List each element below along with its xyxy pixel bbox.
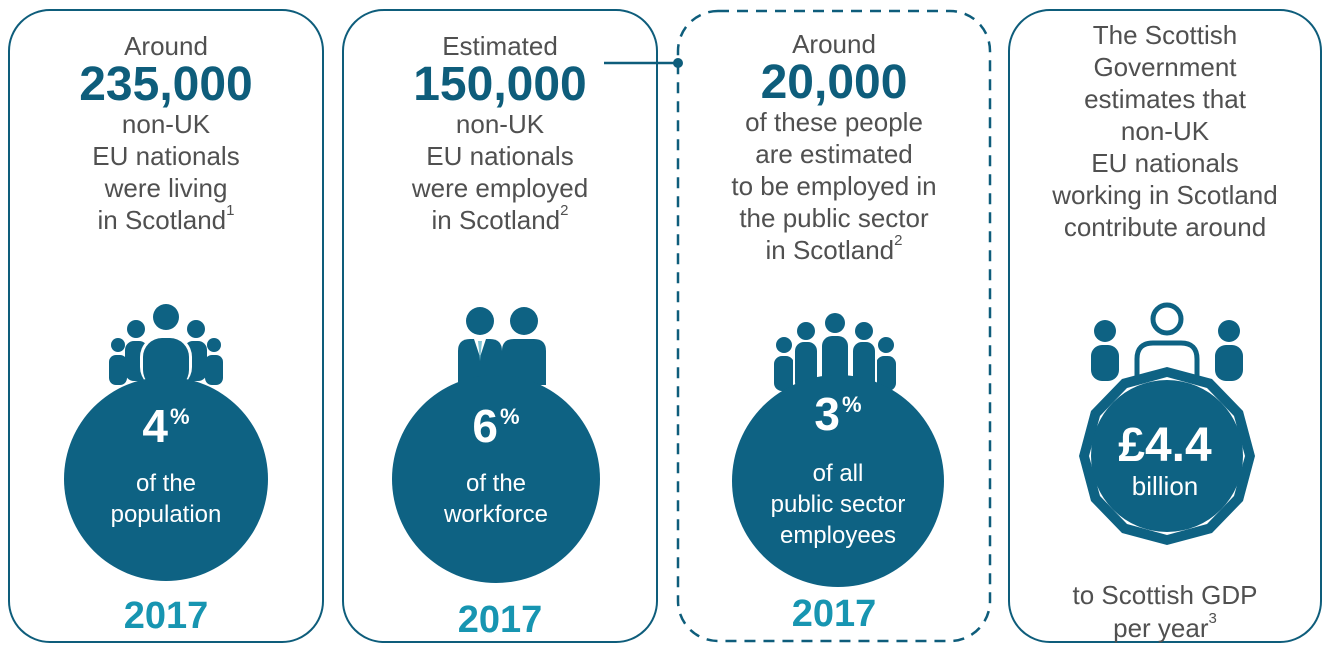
gdp-stat: £4.4 billion xyxy=(1010,419,1320,502)
description-line: the public sector xyxy=(739,203,929,233)
description-line: working in Scotland xyxy=(1052,180,1278,210)
workers-icon xyxy=(458,307,546,385)
card-header: The Scottish Government estimates that n… xyxy=(1010,19,1320,243)
intro-text: Around xyxy=(792,29,876,59)
description-line: to be employed in xyxy=(731,171,937,201)
description-line: are estimated xyxy=(755,139,913,169)
stat-label: of the xyxy=(135,470,197,497)
headline-figure: 235,000 xyxy=(79,58,253,111)
description-line: were living xyxy=(104,173,228,203)
note-line: per year3 xyxy=(1113,610,1217,643)
description-line: in Scotland2 xyxy=(431,202,569,235)
footnote-marker: 3 xyxy=(1208,610,1217,628)
stat-value: 4% xyxy=(142,400,190,452)
dashed-card-border xyxy=(676,9,992,643)
year-label: 2017 xyxy=(791,593,877,635)
year-label: 2017 xyxy=(123,595,209,637)
note-line: to Scottish GDP xyxy=(1072,580,1258,610)
description-line: estimates that xyxy=(1084,84,1246,114)
stat-circle: 3% of all public sector employees xyxy=(732,375,944,587)
headline-figure: 150,000 xyxy=(413,58,587,111)
card-eu-nationals-employed: Estimated 150,000 non-UK EU nationals we… xyxy=(342,9,658,643)
card-eu-nationals-living: Around 235,000 non-UK EU nationals were … xyxy=(8,9,324,643)
stat-value: £4.4 xyxy=(1118,419,1212,472)
stat-label: population xyxy=(110,501,222,528)
description-line: non-UK xyxy=(1120,116,1210,146)
stat-label: public sector xyxy=(770,491,906,518)
stat-circle: 6% of the workforce xyxy=(392,375,600,583)
footnote-marker: 1 xyxy=(226,202,235,220)
year-label: 2017 xyxy=(457,599,543,641)
stat-label: of the xyxy=(465,470,527,497)
card-public-sector: Around 20,000 of these people are estima… xyxy=(676,9,992,643)
gdp-note: to Scottish GDP per year3 xyxy=(1010,579,1320,645)
card-gdp-contribution: The Scottish Government estimates that n… xyxy=(1008,9,1322,643)
description-line: Government xyxy=(1093,52,1237,82)
description-line: in Scotland1 xyxy=(97,202,235,235)
description-line: contribute around xyxy=(1063,212,1267,242)
card-header: Around 20,000 of these people are estima… xyxy=(676,28,992,266)
crowd-of-people-icon xyxy=(109,301,223,389)
headline-figure: 20,000 xyxy=(760,56,908,109)
stat-label: of all xyxy=(812,460,864,487)
stat-label: billion xyxy=(1131,471,1199,501)
description-line: EU nationals xyxy=(92,141,240,171)
stat-label: workforce xyxy=(443,501,549,528)
footnote-marker: 2 xyxy=(560,202,569,220)
card-header: Around 235,000 non-UK EU nationals were … xyxy=(10,30,322,236)
intro-text: Estimated xyxy=(442,31,558,61)
stat-value: 3% xyxy=(814,388,862,440)
card-header: Estimated 150,000 non-UK EU nationals we… xyxy=(344,30,656,236)
description-line: EU nationals xyxy=(426,141,574,171)
stat-value: 6% xyxy=(472,400,520,452)
description-line: were employed xyxy=(411,173,589,203)
person-on-coin-icon xyxy=(1079,302,1255,545)
description-line: non-UK xyxy=(455,109,545,139)
description-line: in Scotland2 xyxy=(765,232,903,265)
description-line: of these people xyxy=(745,107,923,137)
description-line: non-UK xyxy=(121,109,211,139)
description-line: The Scottish xyxy=(1092,20,1238,50)
intro-text: Around xyxy=(124,31,208,61)
footnote-marker: 2 xyxy=(894,232,903,250)
stat-circle: 4% of the population xyxy=(64,377,268,581)
stat-label: employees xyxy=(779,522,897,549)
description-line: EU nationals xyxy=(1091,148,1239,178)
